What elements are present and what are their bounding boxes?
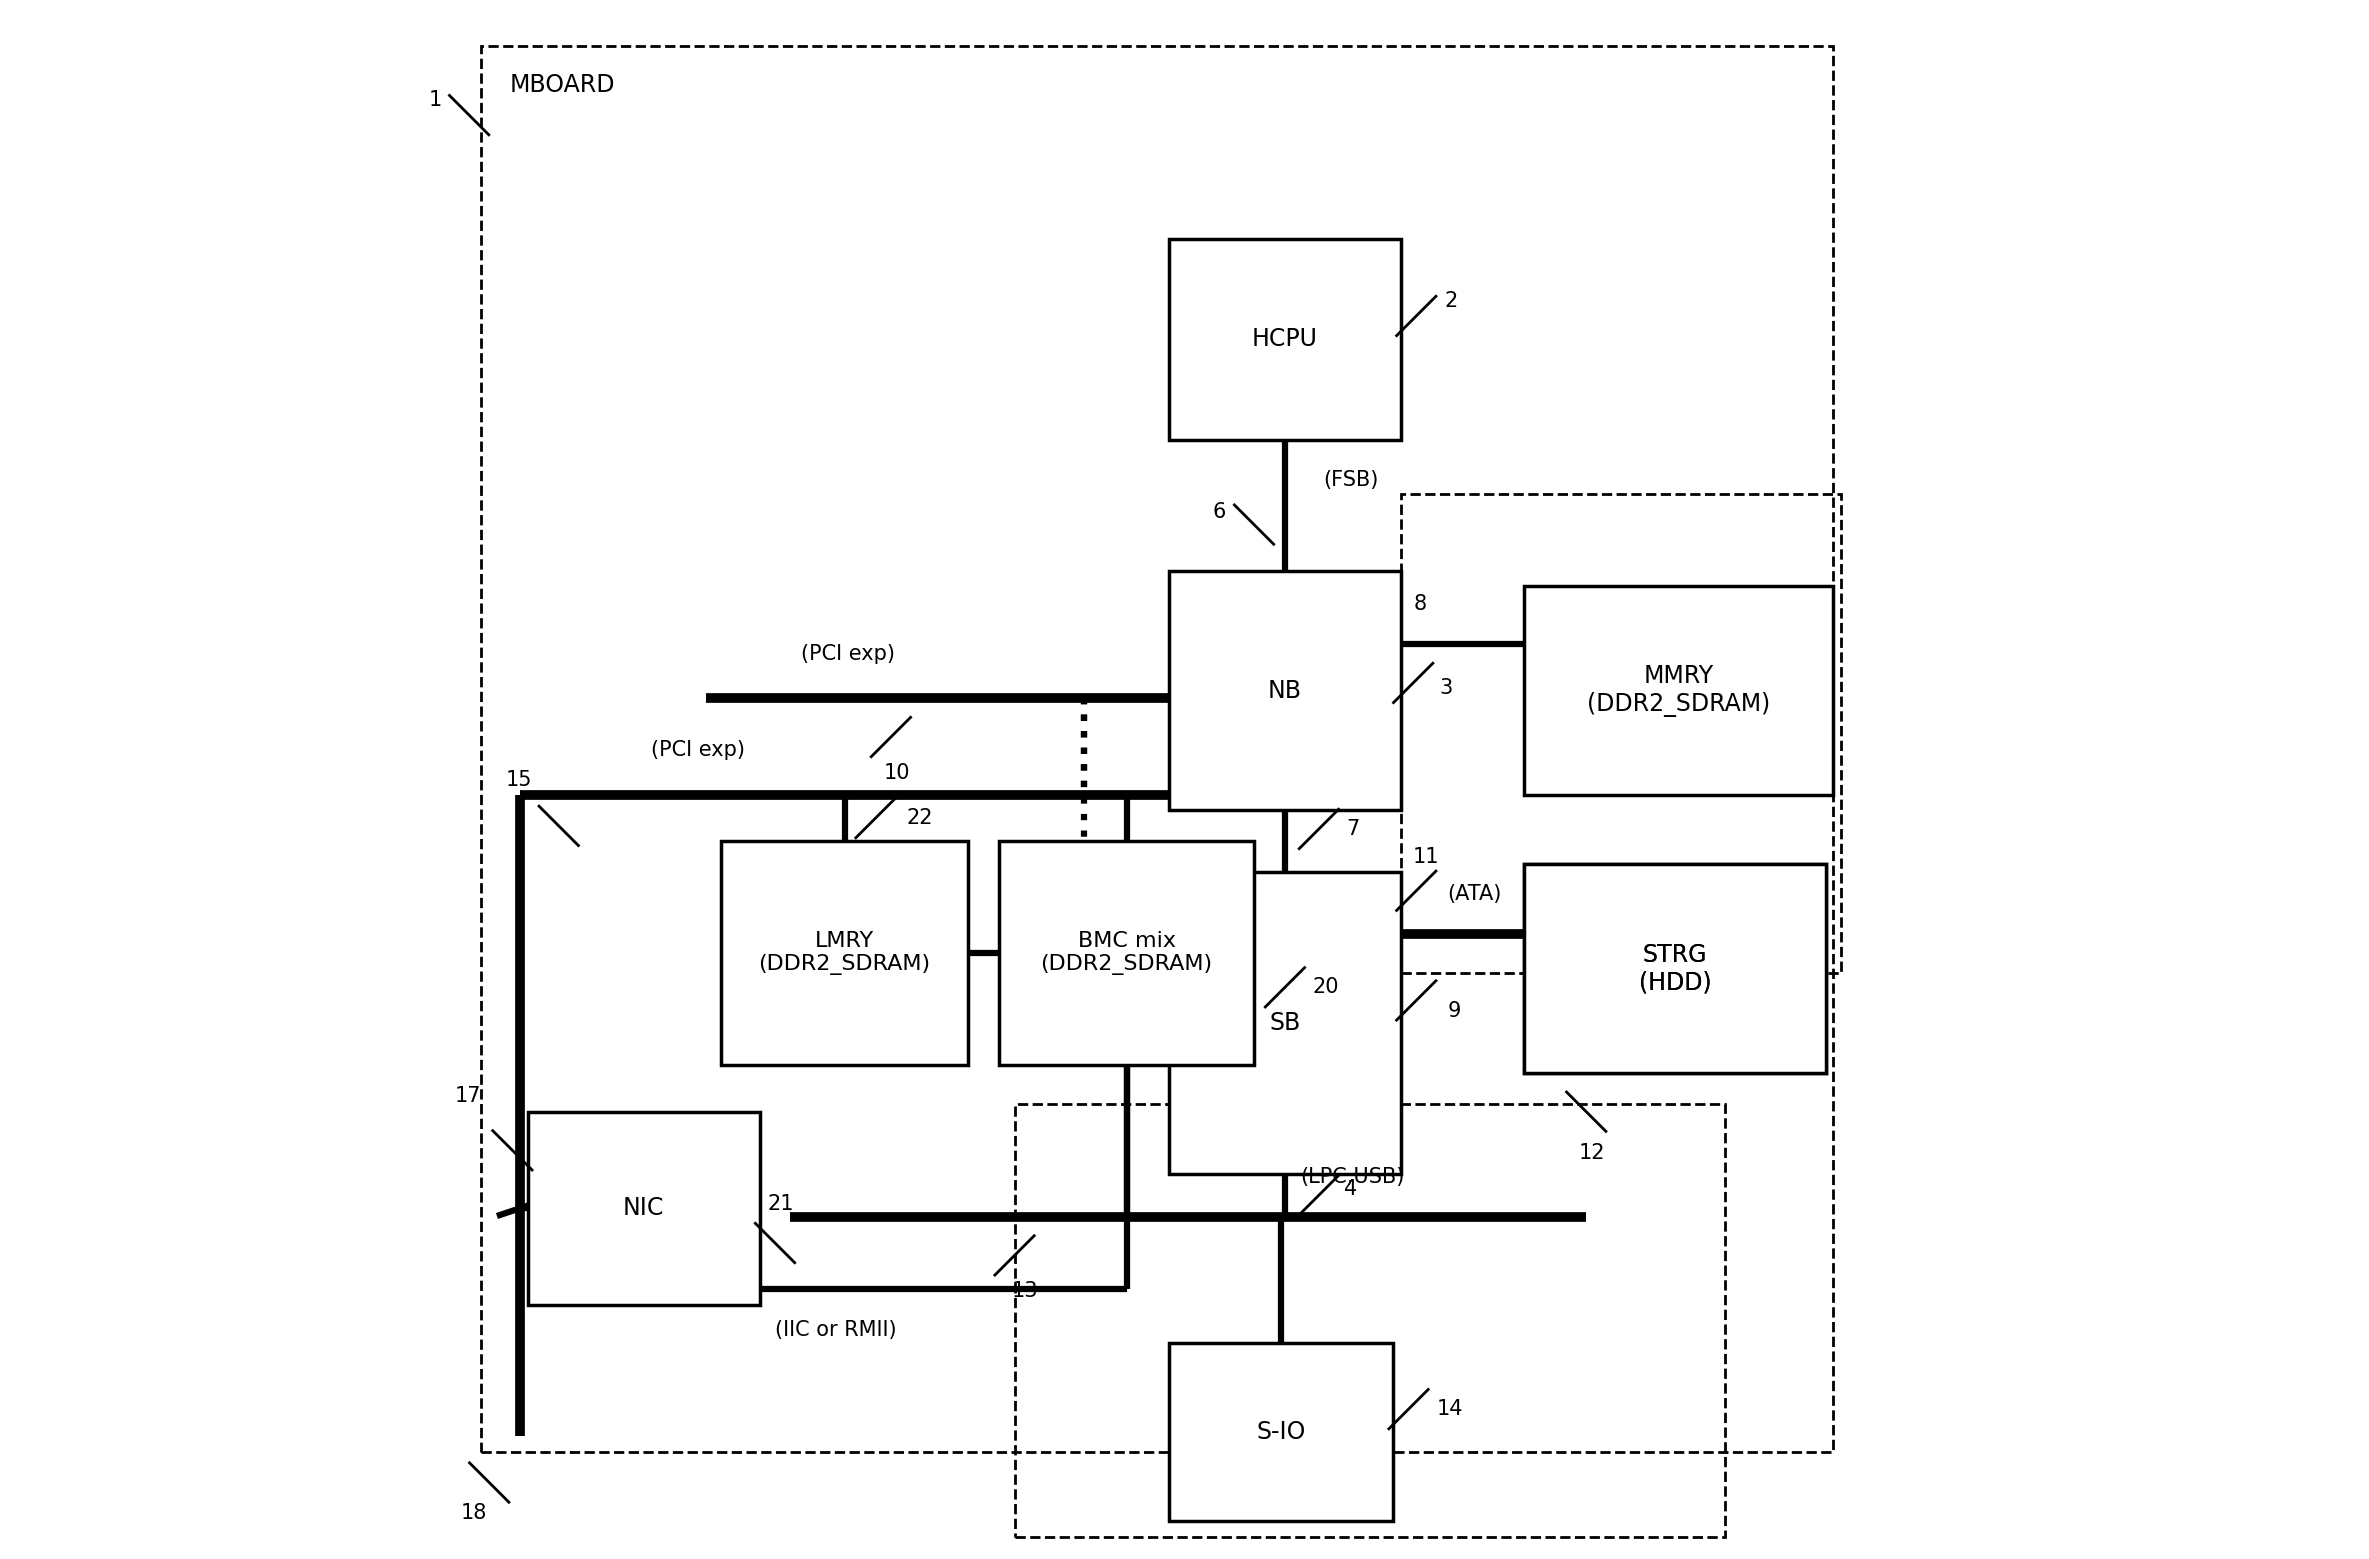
Text: 10: 10	[884, 762, 910, 783]
Text: 18: 18	[460, 1503, 488, 1523]
Text: 6: 6	[1213, 502, 1227, 522]
Text: (PCI exp): (PCI exp)	[801, 644, 895, 664]
FancyBboxPatch shape	[1000, 842, 1253, 1065]
Text: 11: 11	[1414, 847, 1440, 867]
Text: (LPC,USB): (LPC,USB)	[1301, 1166, 1405, 1186]
FancyBboxPatch shape	[1523, 865, 1826, 1073]
Text: S-IO: S-IO	[1256, 1420, 1305, 1444]
Text: STRG
(HDD): STRG (HDD)	[1639, 943, 1710, 995]
Text: (IIC or RMII): (IIC or RMII)	[775, 1320, 898, 1339]
Text: (ATA): (ATA)	[1447, 884, 1502, 904]
Text: 14: 14	[1436, 1398, 1462, 1419]
FancyBboxPatch shape	[1523, 586, 1834, 795]
Text: 15: 15	[507, 770, 533, 789]
Text: 22: 22	[907, 808, 933, 828]
Text: 7: 7	[1346, 818, 1360, 839]
FancyBboxPatch shape	[528, 1112, 760, 1305]
Text: MMRY
(DDR2_SDRAM): MMRY (DDR2_SDRAM)	[1587, 664, 1770, 717]
Text: SB: SB	[1270, 1010, 1301, 1035]
FancyBboxPatch shape	[1168, 1344, 1393, 1522]
Text: 1: 1	[429, 90, 441, 109]
Text: MBOARD: MBOARD	[509, 73, 616, 97]
FancyBboxPatch shape	[1168, 571, 1400, 811]
Text: NIC: NIC	[623, 1196, 663, 1221]
Text: 2: 2	[1445, 290, 1457, 310]
Text: STRG
(HDD): STRG (HDD)	[1639, 943, 1710, 995]
Text: 8: 8	[1414, 594, 1426, 614]
FancyBboxPatch shape	[720, 842, 969, 1065]
FancyBboxPatch shape	[1168, 239, 1400, 440]
Text: (PCI exp): (PCI exp)	[651, 741, 746, 761]
Text: 9: 9	[1447, 1001, 1462, 1021]
Text: 3: 3	[1440, 678, 1452, 697]
Text: NB: NB	[1267, 678, 1303, 703]
Text: 20: 20	[1312, 977, 1338, 998]
Text: 4: 4	[1343, 1179, 1357, 1199]
Text: (FSB): (FSB)	[1324, 469, 1379, 490]
Text: LMRY
(DDR2_SDRAM): LMRY (DDR2_SDRAM)	[758, 931, 931, 976]
Text: 17: 17	[455, 1087, 481, 1107]
Text: 13: 13	[1012, 1281, 1038, 1300]
Text: BMC mix
(DDR2_SDRAM): BMC mix (DDR2_SDRAM)	[1040, 931, 1213, 976]
FancyBboxPatch shape	[1168, 871, 1400, 1174]
Text: HCPU: HCPU	[1251, 327, 1317, 351]
Text: 12: 12	[1578, 1143, 1606, 1163]
Text: 21: 21	[768, 1194, 794, 1214]
FancyBboxPatch shape	[1523, 865, 1826, 1073]
